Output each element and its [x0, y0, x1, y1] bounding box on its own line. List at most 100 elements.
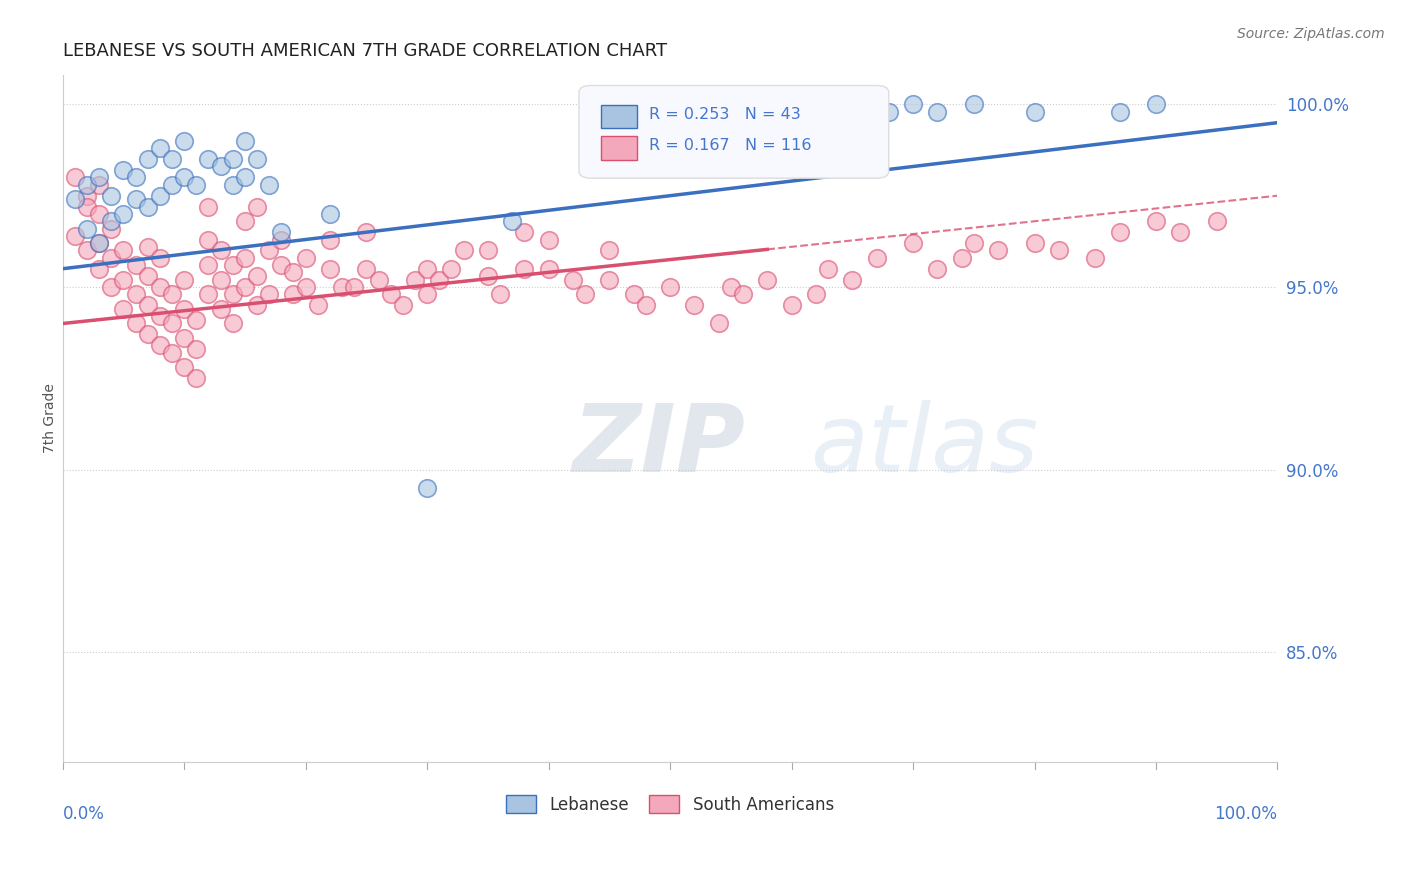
Point	[1108, 225, 1130, 239]
Point	[901, 236, 924, 251]
Point	[1047, 244, 1070, 258]
Point	[817, 261, 839, 276]
Point	[197, 152, 219, 166]
Point	[780, 298, 803, 312]
Point	[197, 258, 219, 272]
Point	[63, 170, 86, 185]
Point	[283, 287, 305, 301]
Point	[257, 244, 280, 258]
Point	[270, 233, 292, 247]
Point	[186, 371, 208, 385]
Point	[87, 261, 110, 276]
Point	[427, 273, 450, 287]
Point	[927, 261, 949, 276]
Point	[707, 317, 730, 331]
Point	[1144, 214, 1167, 228]
Point	[246, 200, 269, 214]
Point	[124, 317, 146, 331]
Point	[63, 192, 86, 206]
Point	[1084, 251, 1107, 265]
Point	[1024, 236, 1046, 251]
Point	[343, 280, 366, 294]
Point	[209, 301, 232, 316]
Point	[173, 170, 195, 185]
Point	[186, 342, 208, 356]
Point	[209, 160, 232, 174]
Point	[197, 233, 219, 247]
Point	[294, 280, 316, 294]
Point	[197, 287, 219, 301]
Point	[87, 207, 110, 221]
Point	[222, 258, 245, 272]
Point	[186, 178, 208, 192]
Point	[877, 104, 900, 119]
Point	[330, 280, 353, 294]
Point	[233, 251, 256, 265]
Point	[246, 298, 269, 312]
Point	[307, 298, 329, 312]
FancyBboxPatch shape	[579, 86, 889, 178]
Text: Source: ZipAtlas.com: Source: ZipAtlas.com	[1237, 27, 1385, 41]
Point	[233, 280, 256, 294]
Point	[149, 141, 172, 155]
Point	[780, 104, 803, 119]
Point	[440, 261, 463, 276]
Text: atlas: atlas	[810, 401, 1038, 491]
Point	[356, 261, 378, 276]
Point	[1168, 225, 1191, 239]
Point	[149, 338, 172, 352]
Point	[209, 273, 232, 287]
Point	[927, 104, 949, 119]
Point	[720, 280, 742, 294]
Point	[1144, 97, 1167, 112]
Point	[87, 236, 110, 251]
Point	[76, 244, 98, 258]
Point	[173, 301, 195, 316]
Point	[623, 287, 645, 301]
Text: LEBANESE VS SOUTH AMERICAN 7TH GRADE CORRELATION CHART: LEBANESE VS SOUTH AMERICAN 7TH GRADE COR…	[63, 42, 666, 60]
Point	[222, 152, 245, 166]
Point	[950, 251, 973, 265]
Point	[100, 214, 122, 228]
Point	[112, 301, 135, 316]
Point	[149, 188, 172, 202]
Point	[270, 225, 292, 239]
Point	[160, 345, 183, 359]
Point	[76, 221, 98, 235]
Point	[380, 287, 402, 301]
Point	[1024, 104, 1046, 119]
Point	[124, 170, 146, 185]
Point	[1205, 214, 1227, 228]
Point	[233, 134, 256, 148]
Point	[319, 233, 342, 247]
Point	[136, 200, 159, 214]
Point	[160, 287, 183, 301]
Point	[453, 244, 475, 258]
Point	[209, 244, 232, 258]
Point	[963, 97, 986, 112]
Point	[561, 273, 583, 287]
Point	[160, 317, 183, 331]
Point	[112, 244, 135, 258]
Point	[160, 152, 183, 166]
Point	[100, 221, 122, 235]
Point	[63, 228, 86, 243]
Text: R = 0.253   N = 43: R = 0.253 N = 43	[650, 107, 801, 122]
FancyBboxPatch shape	[600, 104, 637, 128]
Point	[501, 214, 523, 228]
Point	[283, 265, 305, 279]
Point	[246, 268, 269, 283]
Text: 100.0%: 100.0%	[1215, 805, 1278, 823]
Point	[112, 163, 135, 178]
Point	[963, 236, 986, 251]
Point	[160, 178, 183, 192]
Point	[865, 251, 887, 265]
Y-axis label: 7th Grade: 7th Grade	[44, 384, 58, 453]
Point	[901, 97, 924, 112]
Point	[392, 298, 415, 312]
Point	[841, 104, 863, 119]
Point	[598, 244, 620, 258]
Point	[149, 309, 172, 323]
Point	[222, 178, 245, 192]
Point	[756, 273, 779, 287]
